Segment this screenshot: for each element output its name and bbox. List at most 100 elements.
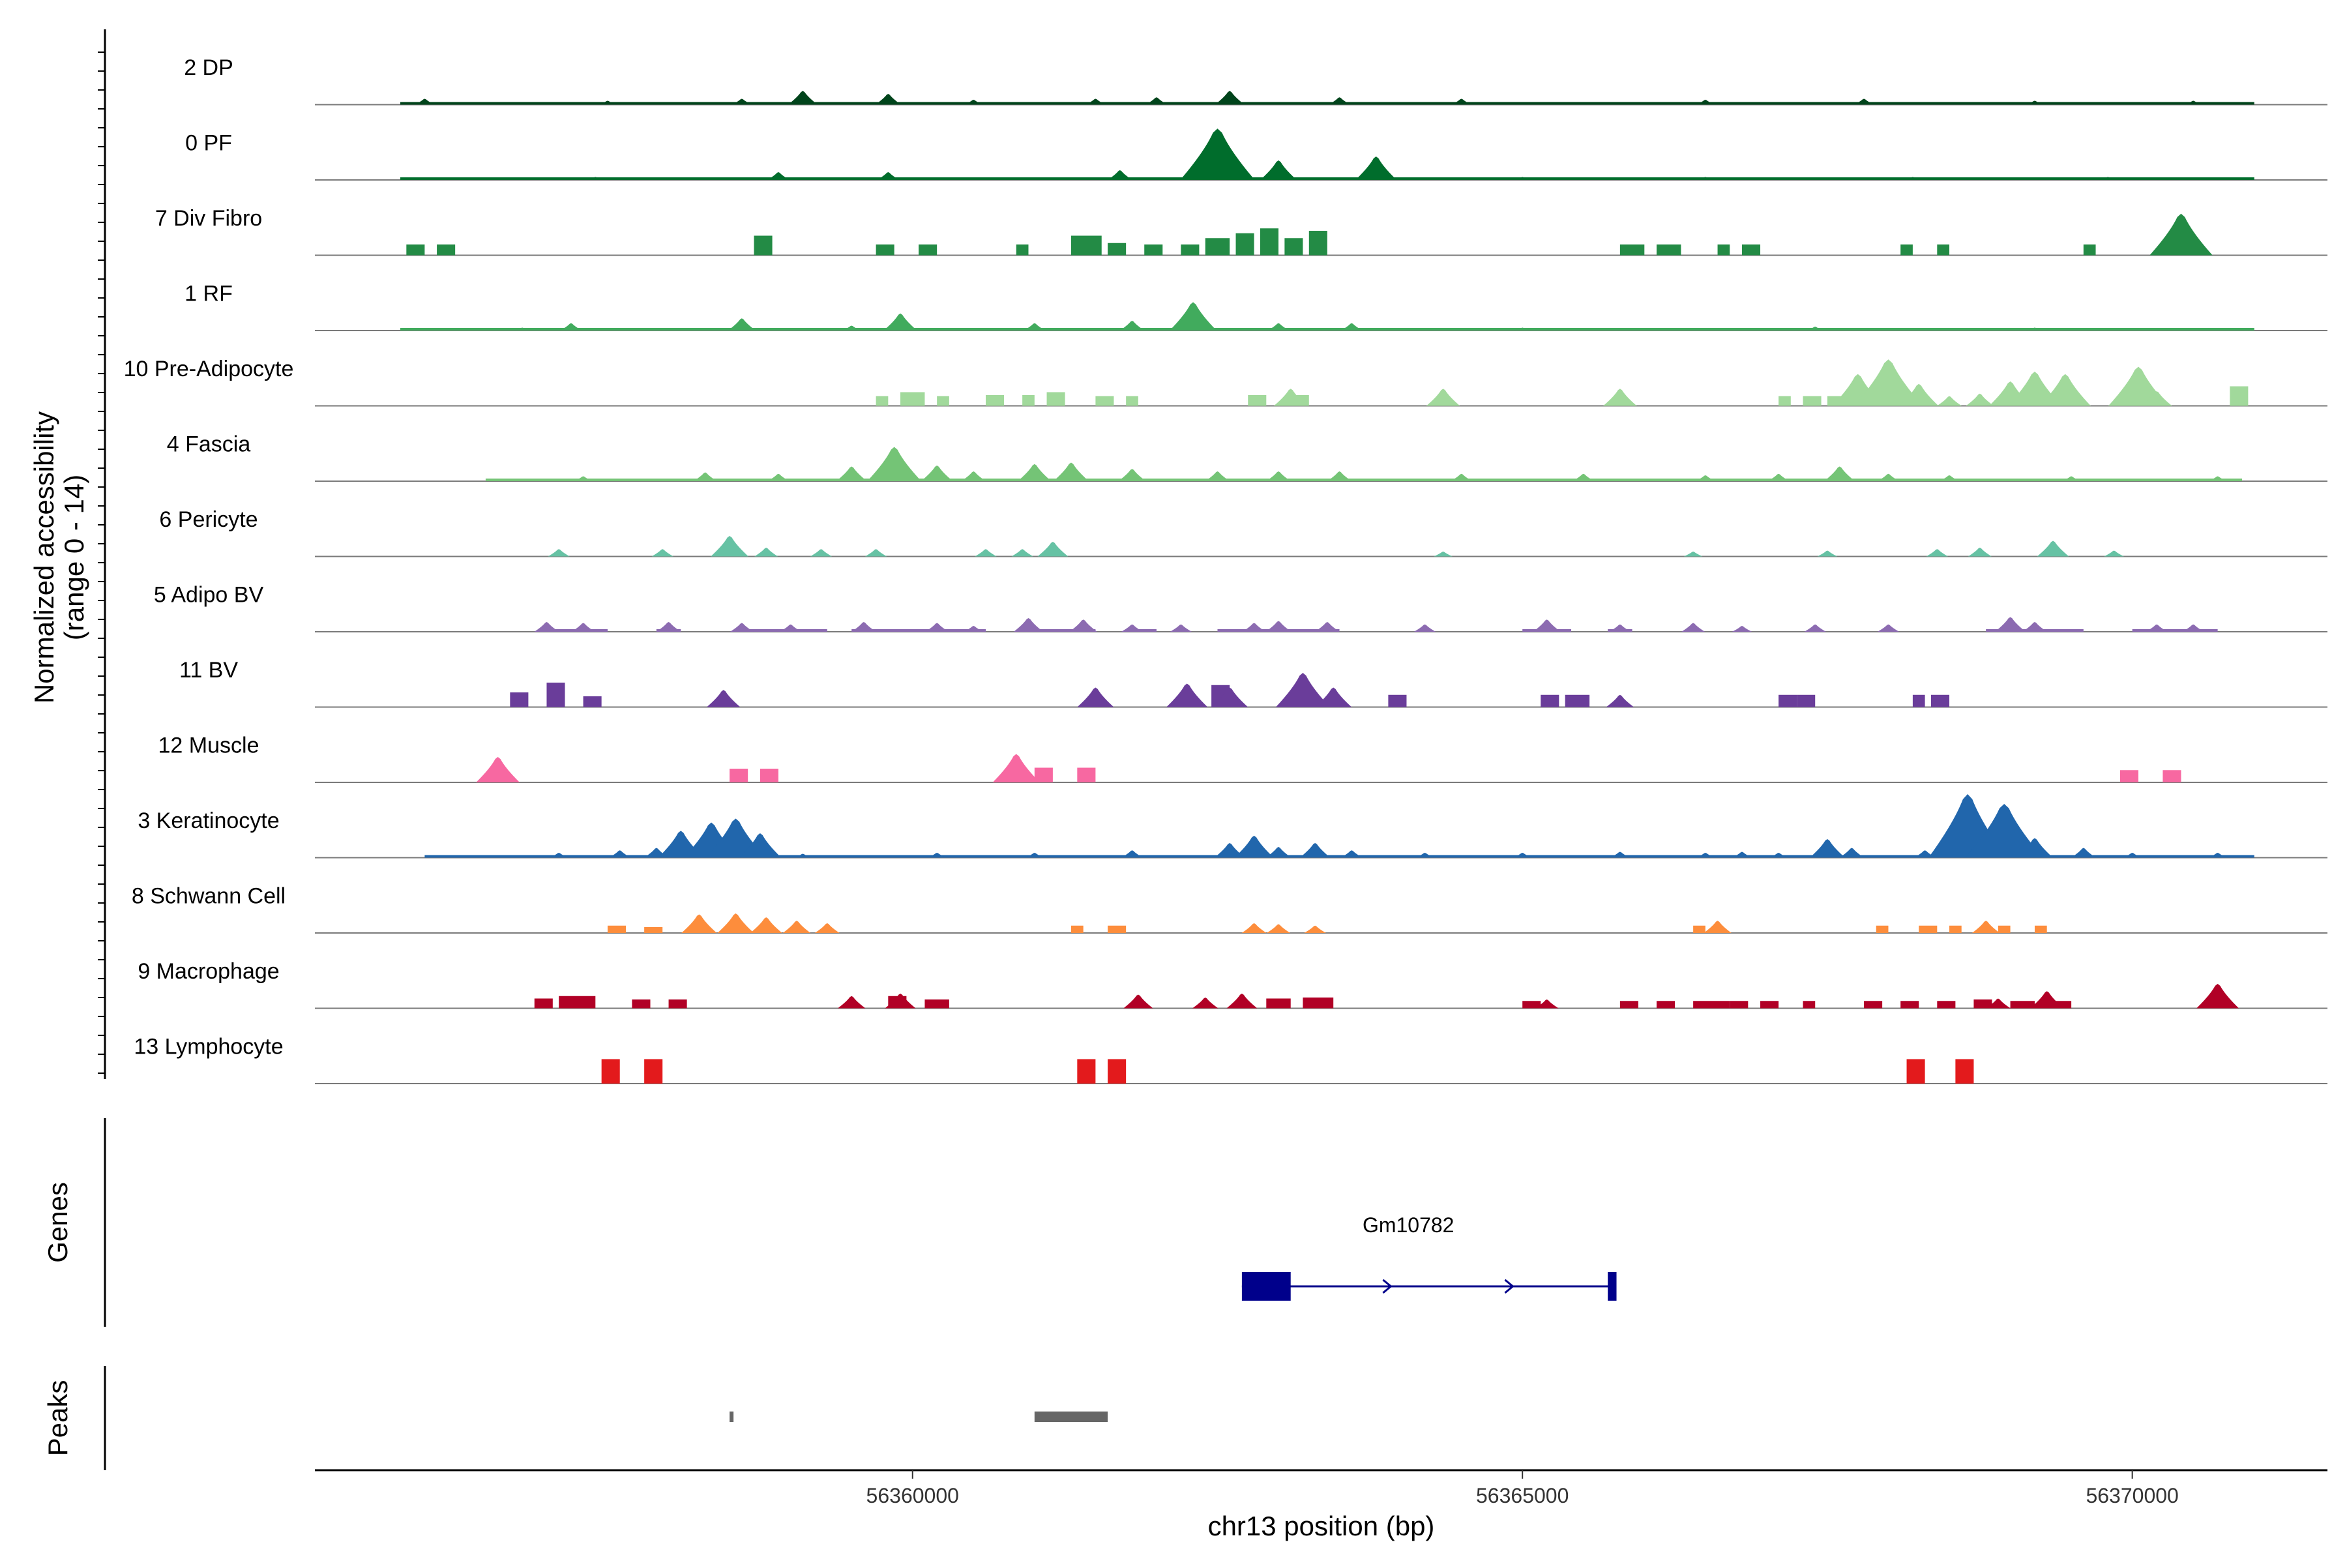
signal-bin xyxy=(1760,1001,1779,1009)
signal-bin xyxy=(924,999,949,1009)
signal-peak xyxy=(560,323,582,331)
signal-bin xyxy=(1693,925,1705,933)
signal-peak xyxy=(1732,851,1752,858)
signal-bin xyxy=(1741,244,1761,256)
signal-span xyxy=(851,629,986,632)
signal-peak xyxy=(1260,160,1297,180)
signal-bin xyxy=(668,999,687,1009)
signal-peak xyxy=(608,850,631,858)
signal-peak xyxy=(810,549,833,557)
track-label: 1 RF xyxy=(185,282,233,306)
track-label: 4 Fascia xyxy=(167,432,251,457)
signal-span xyxy=(1132,629,1157,632)
signal-peak xyxy=(1037,542,1069,557)
signal-span xyxy=(424,855,2254,858)
signal-peak xyxy=(1696,853,1715,858)
signal-bin xyxy=(1657,1001,1675,1009)
signal-peak xyxy=(571,623,595,632)
signal-bin xyxy=(1900,244,1913,256)
signal-peak xyxy=(514,327,531,331)
signal-bin xyxy=(644,927,663,933)
signal-peak xyxy=(927,853,947,858)
signal-peak xyxy=(1426,389,1460,406)
signal-peak xyxy=(2149,213,2213,256)
signal-bin xyxy=(1108,1059,1127,1084)
signal-peak xyxy=(2184,100,2202,105)
signal-bin xyxy=(1919,925,1938,933)
peak-region xyxy=(730,1412,734,1422)
signal-peak xyxy=(1514,327,1531,331)
signal-peak xyxy=(549,853,568,858)
signal-peak xyxy=(2104,550,2124,557)
track-label: 5 Adipo BV xyxy=(154,583,264,608)
signal-peak xyxy=(1769,853,1788,858)
signal-peak xyxy=(1434,552,1453,557)
signal-bin xyxy=(1046,392,1065,406)
genes-axis-title: Genes xyxy=(42,1182,73,1263)
signal-peak xyxy=(2030,991,2064,1009)
signal-peak xyxy=(1242,623,1266,632)
signal-peak xyxy=(1965,804,2043,858)
signal-bin xyxy=(601,1059,620,1084)
signal-peak xyxy=(2123,853,2142,858)
gene-name-label: Gm10782 xyxy=(1363,1213,1454,1237)
signal-peak xyxy=(767,473,790,481)
peaks-axis-title: Peaks xyxy=(42,1380,73,1457)
signal-peak xyxy=(1340,850,1363,858)
signal-peak xyxy=(1995,617,2026,632)
signal-peak xyxy=(414,98,435,105)
signal-bin xyxy=(583,696,602,707)
signal-peak xyxy=(2208,853,2228,858)
signal-bin xyxy=(632,999,651,1009)
signal-peak xyxy=(1606,694,1634,707)
signal-bin xyxy=(1034,767,1053,782)
signal-bin xyxy=(1657,244,1681,256)
signal-bin xyxy=(2053,1001,2072,1009)
signal-peak xyxy=(1304,925,1326,933)
signal-peak xyxy=(1267,323,1290,331)
signal-peak xyxy=(1025,853,1044,858)
signal-peak xyxy=(1234,835,1274,858)
signal-peak xyxy=(1024,323,1046,331)
signal-peak xyxy=(992,754,1040,782)
track-label: 11 BV xyxy=(179,658,238,683)
signal-peak xyxy=(1609,624,1631,632)
signal-peak xyxy=(1898,383,1939,406)
signal-peak xyxy=(867,447,922,481)
signal-bin xyxy=(1937,1001,1956,1009)
signal-bin xyxy=(2119,770,2139,782)
signal-peak xyxy=(2196,984,2239,1009)
signal-peak xyxy=(1215,91,1245,105)
signal-peak xyxy=(1696,100,1715,105)
signal-peak xyxy=(1241,923,1267,933)
signal-peak xyxy=(788,91,818,105)
signal-bin xyxy=(1803,1001,1816,1009)
track-label: 13 Lymphocyte xyxy=(134,1035,283,1059)
signal-peak xyxy=(548,549,570,557)
signal-bin xyxy=(1205,238,1230,256)
y-axis-title: Normalized accessibility xyxy=(29,411,59,703)
signal-bin xyxy=(730,769,748,782)
peak-region xyxy=(1034,1412,1108,1422)
signal-peak xyxy=(1681,623,1705,632)
signal-bin xyxy=(754,235,773,256)
signal-peak xyxy=(1877,624,1900,632)
signal-peak xyxy=(963,626,984,632)
signal-bin xyxy=(559,996,596,1009)
signal-peak xyxy=(1011,549,1033,557)
signal-peak xyxy=(707,690,741,707)
signal-peak xyxy=(1119,321,1145,331)
y-axis xyxy=(98,29,106,1079)
signal-span xyxy=(400,177,2254,180)
signal-peak xyxy=(750,917,782,933)
signal-bin xyxy=(1126,396,1138,406)
signal-bin xyxy=(1717,244,1730,256)
signal-bin xyxy=(937,396,949,406)
signal-peak xyxy=(875,94,902,105)
signal-bin xyxy=(900,392,925,406)
signal-peak xyxy=(2026,100,2044,105)
signal-peak xyxy=(1804,624,1826,632)
signal-peak xyxy=(1214,843,1245,858)
signal-peak xyxy=(1355,156,1397,180)
signal-peak xyxy=(1275,673,1330,707)
